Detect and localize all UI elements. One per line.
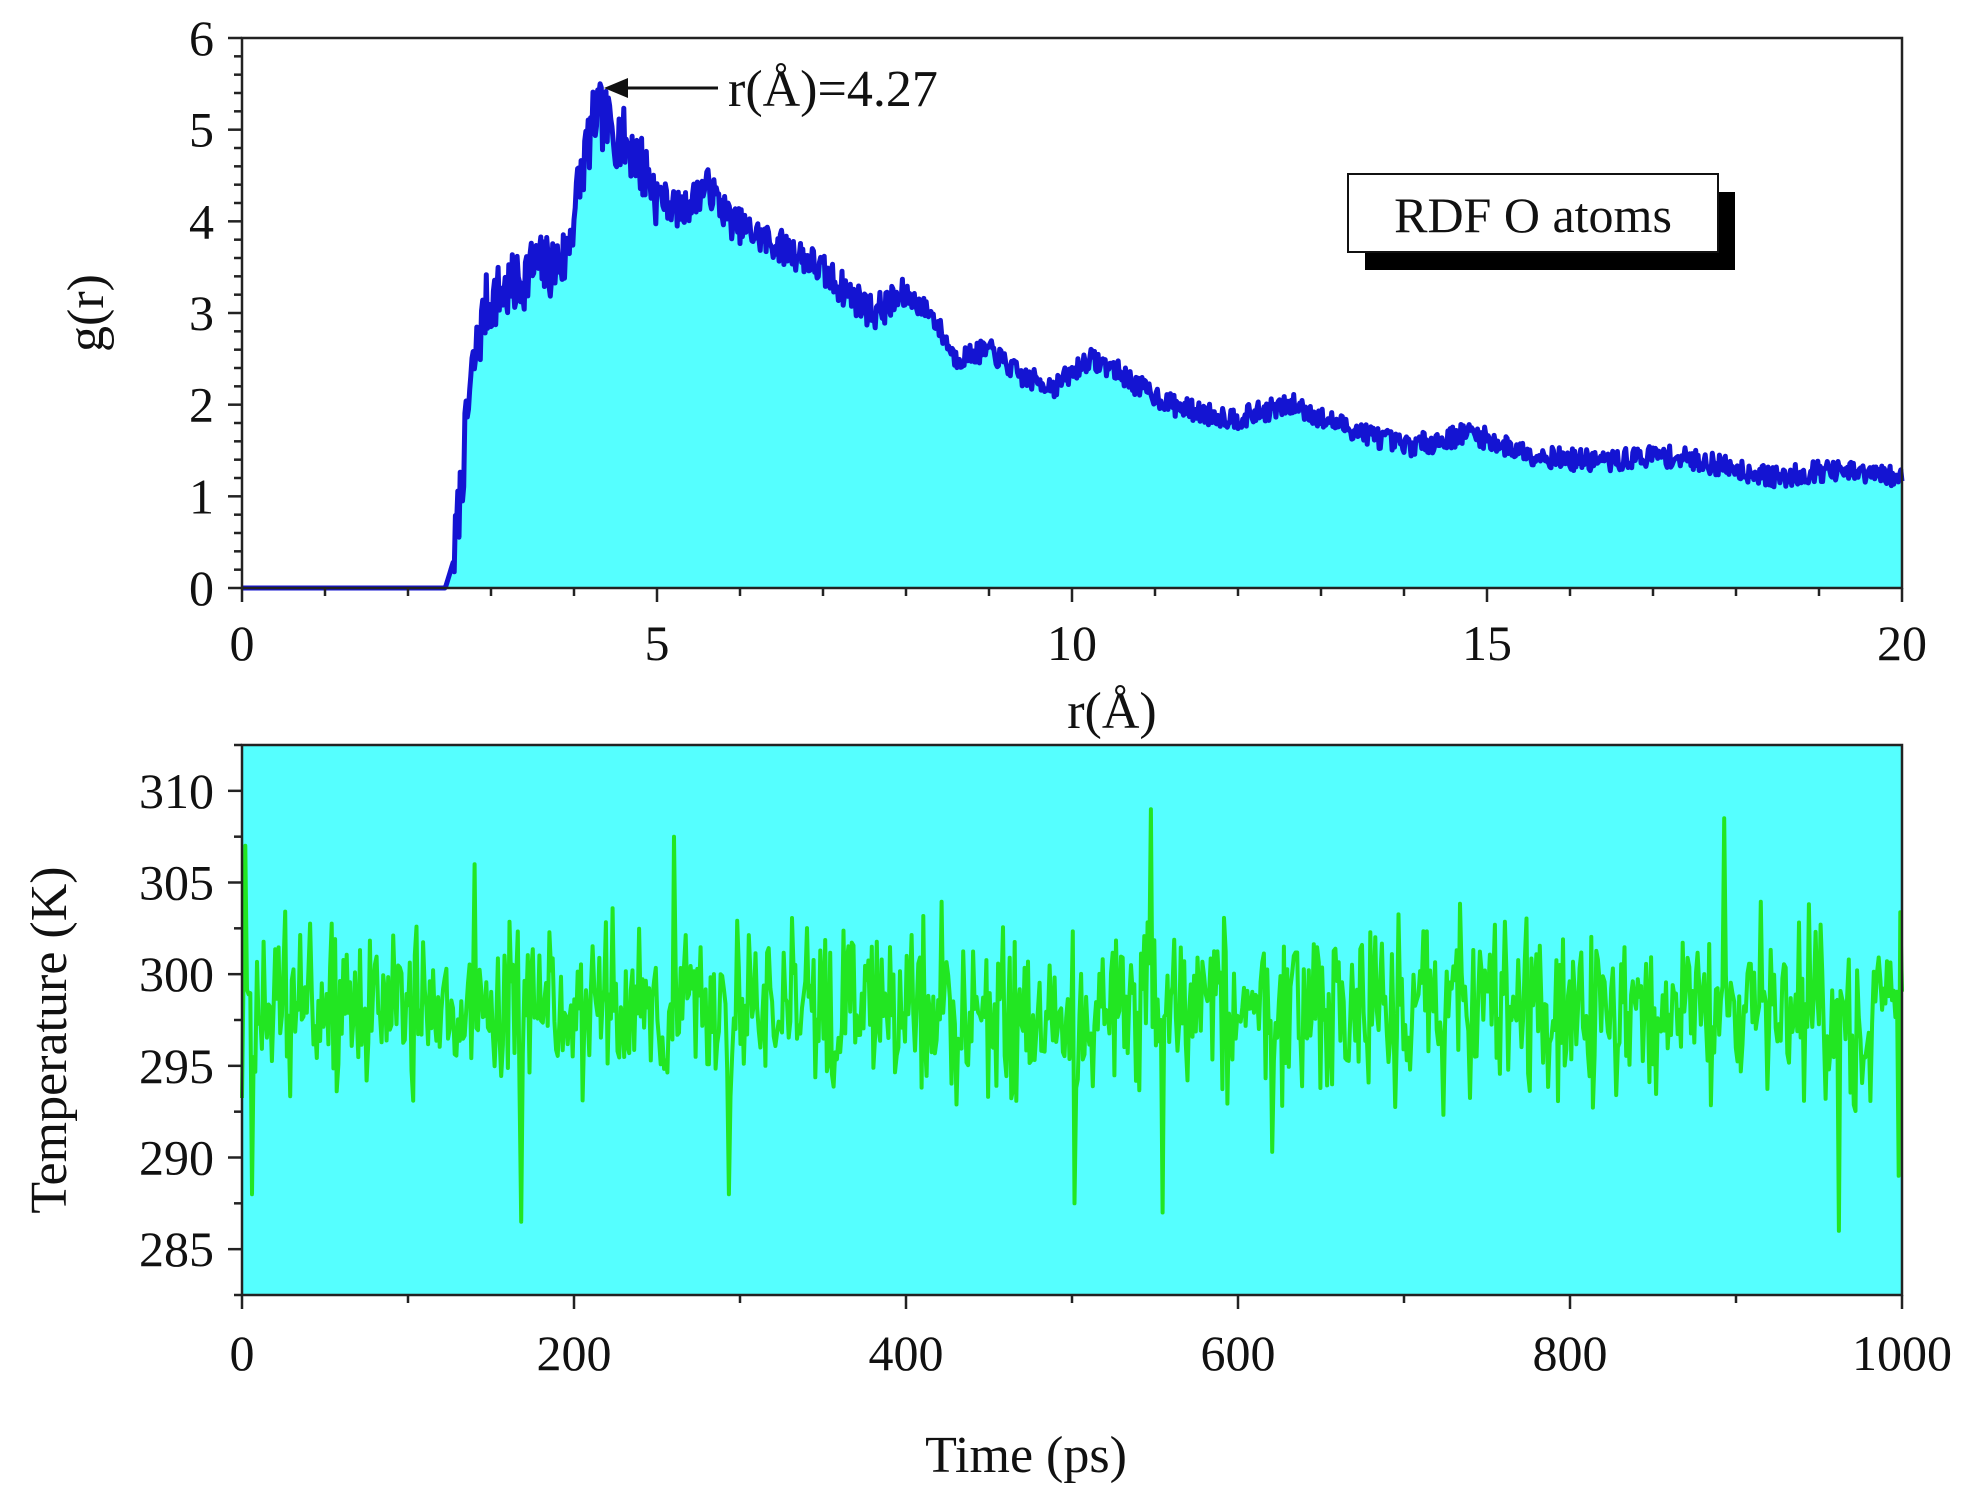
rdf-chart: 0 5 10 15 20 0 1 2 3 4 5 6 r(Å) g(r) RDF O atoms r… (58, 10, 1927, 740)
temperature-chart: 0 200 400 600 800 1000 285 290 295 300 305 310 Tim… (21, 743, 1952, 1484)
rdf-peak-annotation: r(Å)=4.27 (604, 61, 938, 118)
rdf-x-tick-label: 20 (1877, 615, 1927, 671)
rdf-y-tick-label: 6 (189, 10, 214, 66)
rdf-y-tick-label: 3 (189, 285, 214, 341)
rdf-y-tick-label: 4 (189, 193, 214, 249)
rdf-plot-frame (240, 36, 1904, 590)
rdf-x-ticks: 0 5 10 15 20 (230, 588, 1927, 671)
temperature-plot-area (240, 807, 1904, 1233)
rdf-y-tick-label: 2 (189, 377, 214, 433)
temperature-x-tick-label: 800 (1533, 1325, 1608, 1381)
temperature-x-tick-label: 400 (869, 1325, 944, 1381)
rdf-x-tick-label: 5 (645, 615, 670, 671)
temperature-x-tick-label: 200 (537, 1325, 612, 1381)
rdf-area-fill (242, 83, 1902, 589)
annotation-arrow-head (604, 78, 628, 98)
rdf-y-ticks: 0 1 2 3 4 5 6 (189, 10, 242, 616)
rdf-x-tick-label: 0 (230, 615, 255, 671)
rdf-series-line (240, 81, 1905, 591)
temperature-y-tick-label: 300 (139, 946, 214, 1002)
rdf-legend-box (1347, 173, 1719, 253)
temperature-y-tick-label: 290 (139, 1130, 214, 1186)
rdf-x-tick-label: 15 (1462, 615, 1512, 671)
rdf-plot-area (240, 81, 1905, 591)
rdf-y-tick-label: 1 (189, 468, 214, 524)
temperature-x-tick-label: 1000 (1852, 1325, 1952, 1381)
temperature-x-axis-label: Time (ps) (925, 1427, 1127, 1484)
annotation-label: r(Å)=4.27 (728, 61, 938, 118)
temperature-y-axis-label: Temperature (K) (21, 866, 78, 1213)
temperature-y-tick-label: 295 (139, 1038, 214, 1094)
temperature-plot-frame (240, 743, 1904, 1297)
rdf-legend-label: RDF O atoms (1394, 187, 1672, 243)
temperature-y-tick-label: 305 (139, 855, 214, 911)
rdf-y-axis-label: g(r) (58, 274, 115, 352)
temperature-x-ticks: 0 200 400 600 800 1000 (230, 1295, 1952, 1381)
temperature-x-tick-label: 600 (1201, 1325, 1276, 1381)
rdf-y-tick-label: 5 (189, 102, 214, 158)
temperature-y-ticks: 285 290 295 300 305 310 (139, 743, 242, 1297)
rdf-x-axis-label: r(Å) (1067, 683, 1157, 740)
rdf-y-tick-label: 0 (189, 560, 214, 616)
rdf-x-tick-label: 10 (1047, 615, 1097, 671)
temperature-y-tick-label: 310 (139, 763, 214, 819)
temperature-y-tick-label: 285 (139, 1221, 214, 1277)
rdf-legend: RDF O atoms (1347, 173, 1735, 270)
temperature-x-tick-label: 0 (230, 1325, 255, 1381)
temperature-series-line (240, 807, 1904, 1233)
